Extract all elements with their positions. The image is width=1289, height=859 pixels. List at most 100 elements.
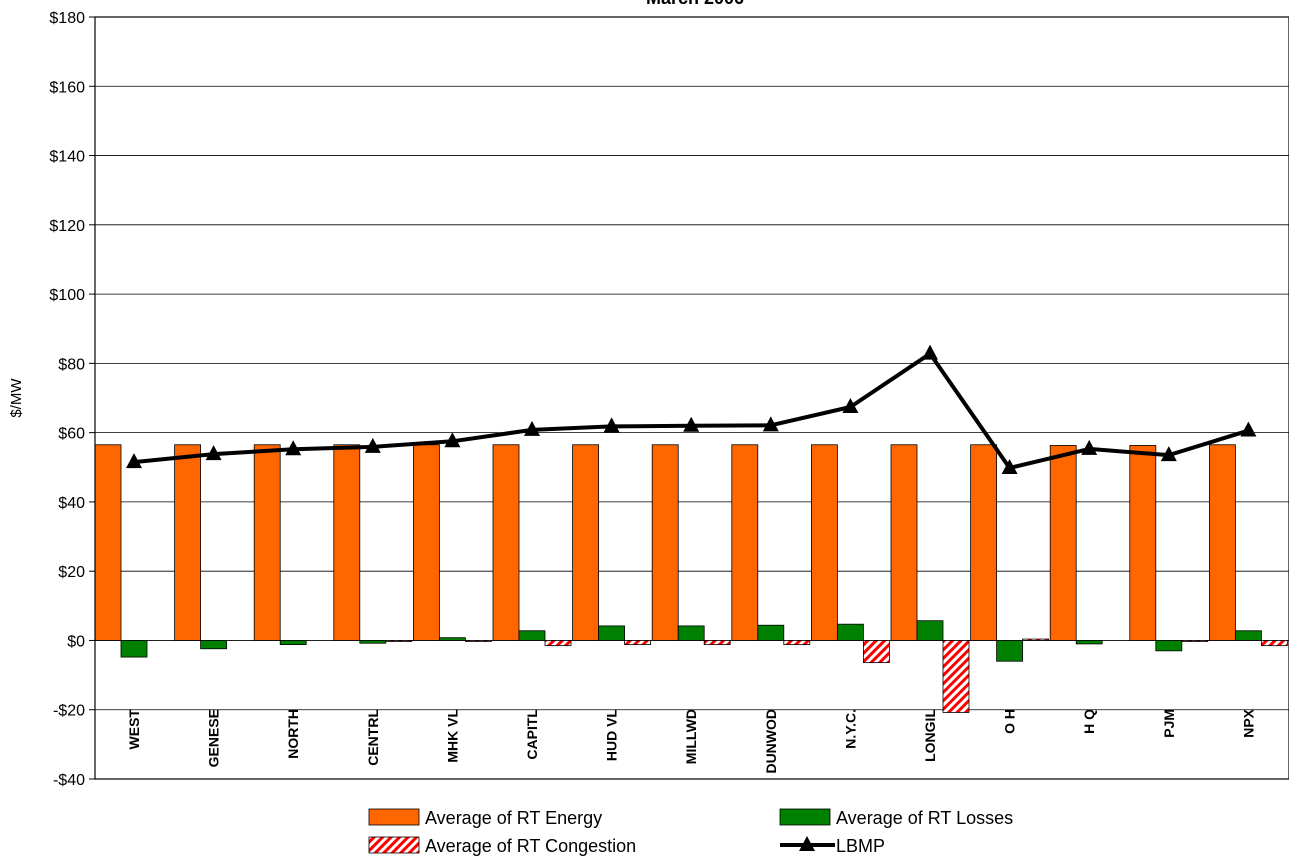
bar-average-of-rt-energy: [412, 444, 440, 641]
lbmp-point: [603, 417, 620, 433]
y-tick-label: $60: [58, 426, 85, 443]
category-label: O H: [1002, 709, 1018, 734]
bar-average-of-rt-losses: [279, 640, 307, 646]
lbmp-series-line: [133, 351, 1249, 470]
bar-average-of-rt-energy: [811, 444, 838, 641]
bar-average-of-rt-losses: [757, 624, 785, 641]
gridlines: [95, 16, 1289, 780]
y-tick-label: $20: [58, 564, 85, 581]
legend-lbmp-marker: [799, 836, 815, 851]
lbmp-point: [922, 344, 938, 360]
bar-average-of-rt-losses: [677, 625, 705, 641]
bar-average-of-rt-energy: [94, 444, 122, 641]
bar-average-of-rt-congestion: [385, 640, 413, 642]
bar-average-of-rt-congestion: [464, 640, 492, 642]
category-label: DUNWOD: [763, 709, 779, 774]
lbmp-point: [683, 416, 700, 432]
legend-swatch: [779, 808, 831, 826]
bar-average-of-rt-losses: [438, 637, 466, 641]
y-tick-label: -$40: [53, 772, 85, 789]
lbmp-point: [524, 420, 540, 436]
legend-swatch: [368, 836, 420, 854]
category-label: PJM: [1161, 709, 1177, 738]
y-tick-label: $120: [49, 218, 85, 235]
bar-average-of-rt-losses: [120, 640, 148, 658]
lbmp-point: [364, 437, 381, 453]
bar-average-of-rt-energy: [253, 444, 281, 641]
y-tick-label: $40: [58, 495, 85, 512]
y-tick-label: -$20: [53, 703, 85, 720]
bar-average-of-rt-losses: [1075, 640, 1103, 645]
bar-average-of-rt-losses: [598, 625, 625, 641]
category-label: HUD VL: [604, 709, 620, 762]
lbmp-point: [285, 440, 302, 456]
bar-average-of-rt-energy: [1209, 444, 1236, 641]
bars: [94, 444, 1288, 713]
category-label: NORTH: [285, 709, 301, 759]
y-axis-title: $/MW: [8, 378, 25, 418]
category-labels: WEST GENESE NORTH CENTRL MHK VL CAPITL HUD VL M…: [126, 708, 1256, 773]
bar-average-of-rt-losses: [916, 620, 944, 641]
bar-average-of-rt-losses: [1155, 640, 1183, 652]
y-tick-label: $80: [58, 356, 85, 373]
y-tick-label: $160: [49, 79, 85, 96]
lbmp-point: [1240, 421, 1257, 437]
legend-label: Average of RT Congestion: [425, 836, 636, 856]
lbmp-point: [1160, 446, 1177, 462]
bar-average-of-rt-energy: [333, 444, 361, 641]
lbmp-point: [1001, 458, 1018, 474]
category-label: CAPITL: [524, 709, 540, 760]
legend-swatch: [368, 808, 420, 826]
y-tick-label: $180: [49, 10, 85, 27]
lbmp-line: [126, 344, 1257, 474]
category-label: WEST: [126, 709, 142, 750]
bar-average-of-rt-energy: [174, 444, 202, 641]
bar-average-of-rt-losses: [996, 640, 1023, 662]
y-tick-label: $140: [49, 149, 85, 166]
bar-average-of-rt-energy: [1049, 445, 1077, 641]
bar-average-of-rt-congestion: [863, 640, 890, 664]
category-label: NPX: [1240, 708, 1256, 737]
category-label: MHK VL: [444, 709, 460, 763]
category-label: CENTRL: [365, 709, 381, 766]
bar-average-of-rt-energy: [492, 444, 520, 641]
plot-area: [94, 16, 1289, 780]
category-label: H Q: [1081, 709, 1097, 734]
lbmp-point: [1081, 439, 1098, 455]
bar-average-of-rt-congestion: [544, 640, 572, 647]
category-label: N.Y.C.: [842, 709, 858, 749]
bar-average-of-rt-energy: [970, 444, 997, 641]
legend-label: Average of RT Losses: [836, 808, 1013, 828]
bar-average-of-rt-energy: [731, 444, 759, 641]
lbmp-point: [205, 445, 222, 461]
bar-average-of-rt-losses: [837, 623, 864, 641]
y-axis-ticks: -$40 -$20 $0 $20 $40 $60 $80 $100 $120 $140 $160 $1…: [49, 10, 95, 789]
bar-average-of-rt-energy: [651, 444, 679, 641]
bar-average-of-rt-losses: [359, 640, 387, 644]
category-label: LONGIL: [922, 709, 938, 762]
bar-average-of-rt-congestion: [703, 640, 731, 646]
bar-average-of-rt-congestion: [624, 640, 651, 646]
legend-label: Average of RT Energy: [425, 808, 602, 828]
bar-average-of-rt-congestion: [942, 640, 970, 713]
bar-average-of-rt-congestion: [1022, 638, 1049, 641]
bar-average-of-rt-congestion: [1261, 640, 1288, 647]
category-label: MILLWD: [683, 709, 699, 764]
y-tick-label: $0: [67, 633, 85, 650]
lbmp-point: [842, 398, 859, 414]
bar-average-of-rt-energy: [572, 444, 599, 641]
chart-title: March 2006: [646, 0, 744, 8]
bar-average-of-rt-energy: [890, 444, 918, 641]
bar-average-of-rt-losses: [518, 630, 546, 641]
category-label: GENESE: [206, 709, 222, 767]
bar-average-of-rt-losses: [200, 640, 228, 650]
legend: Average of RT Energy Average of RT Losses…: [368, 808, 1013, 856]
legend-label: LBMP: [836, 836, 885, 856]
lbmp-point: [126, 453, 142, 469]
bar-average-of-rt-congestion: [783, 640, 811, 646]
lbmp-point: [444, 432, 461, 448]
y-tick-label: $100: [49, 287, 85, 304]
lbmp-point: [762, 416, 779, 432]
bar-average-of-rt-losses: [1235, 630, 1262, 641]
